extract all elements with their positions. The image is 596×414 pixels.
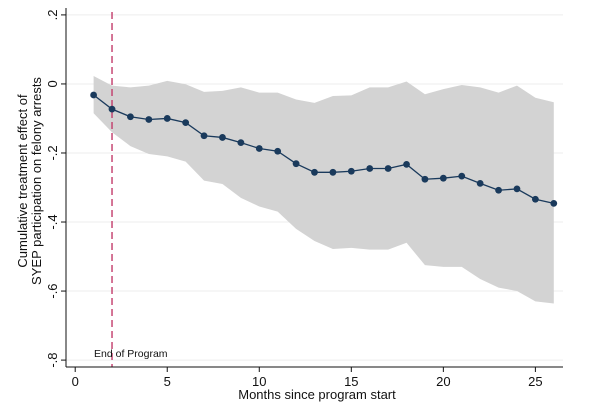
data-point xyxy=(330,169,337,176)
y-tick-label: .2 xyxy=(45,9,60,20)
data-point xyxy=(403,161,410,168)
x-tick-label: 20 xyxy=(436,374,450,389)
data-point xyxy=(201,132,208,139)
y-tick-label: -.6 xyxy=(45,283,60,298)
data-point xyxy=(385,165,392,172)
data-point xyxy=(458,173,465,180)
x-tick-label: 25 xyxy=(528,374,542,389)
data-point xyxy=(256,145,263,152)
data-point xyxy=(164,115,171,122)
x-tick-label: 0 xyxy=(72,374,79,389)
data-point xyxy=(514,185,521,192)
data-point xyxy=(237,139,244,146)
data-point xyxy=(495,187,502,194)
data-point xyxy=(550,200,557,207)
data-point xyxy=(127,113,134,120)
data-point xyxy=(182,119,189,126)
y-tick-label: -.8 xyxy=(45,353,60,368)
x-axis-title: Months since program start xyxy=(238,387,396,402)
y-tick-label: -.2 xyxy=(45,145,60,160)
end-of-program-label: End of Program xyxy=(94,348,168,360)
data-point xyxy=(348,168,355,175)
data-point xyxy=(109,106,116,113)
data-point xyxy=(219,134,226,141)
data-point xyxy=(440,175,447,182)
data-point xyxy=(145,116,152,123)
data-point xyxy=(422,176,429,183)
x-tick-label: 5 xyxy=(164,374,171,389)
data-point xyxy=(311,169,318,176)
y-axis-title-line-1: Cumulative treatment effect of xyxy=(15,94,30,268)
data-point xyxy=(366,165,373,172)
data-point xyxy=(477,180,484,187)
y-axis-title-line-2: SYEP participation on felony arrests xyxy=(29,77,44,285)
y-tick-label: 0 xyxy=(45,80,60,87)
data-point xyxy=(90,92,97,99)
y-tick-label: -.4 xyxy=(45,214,60,229)
data-point xyxy=(293,160,300,167)
data-point xyxy=(274,148,281,155)
data-point xyxy=(532,196,539,203)
